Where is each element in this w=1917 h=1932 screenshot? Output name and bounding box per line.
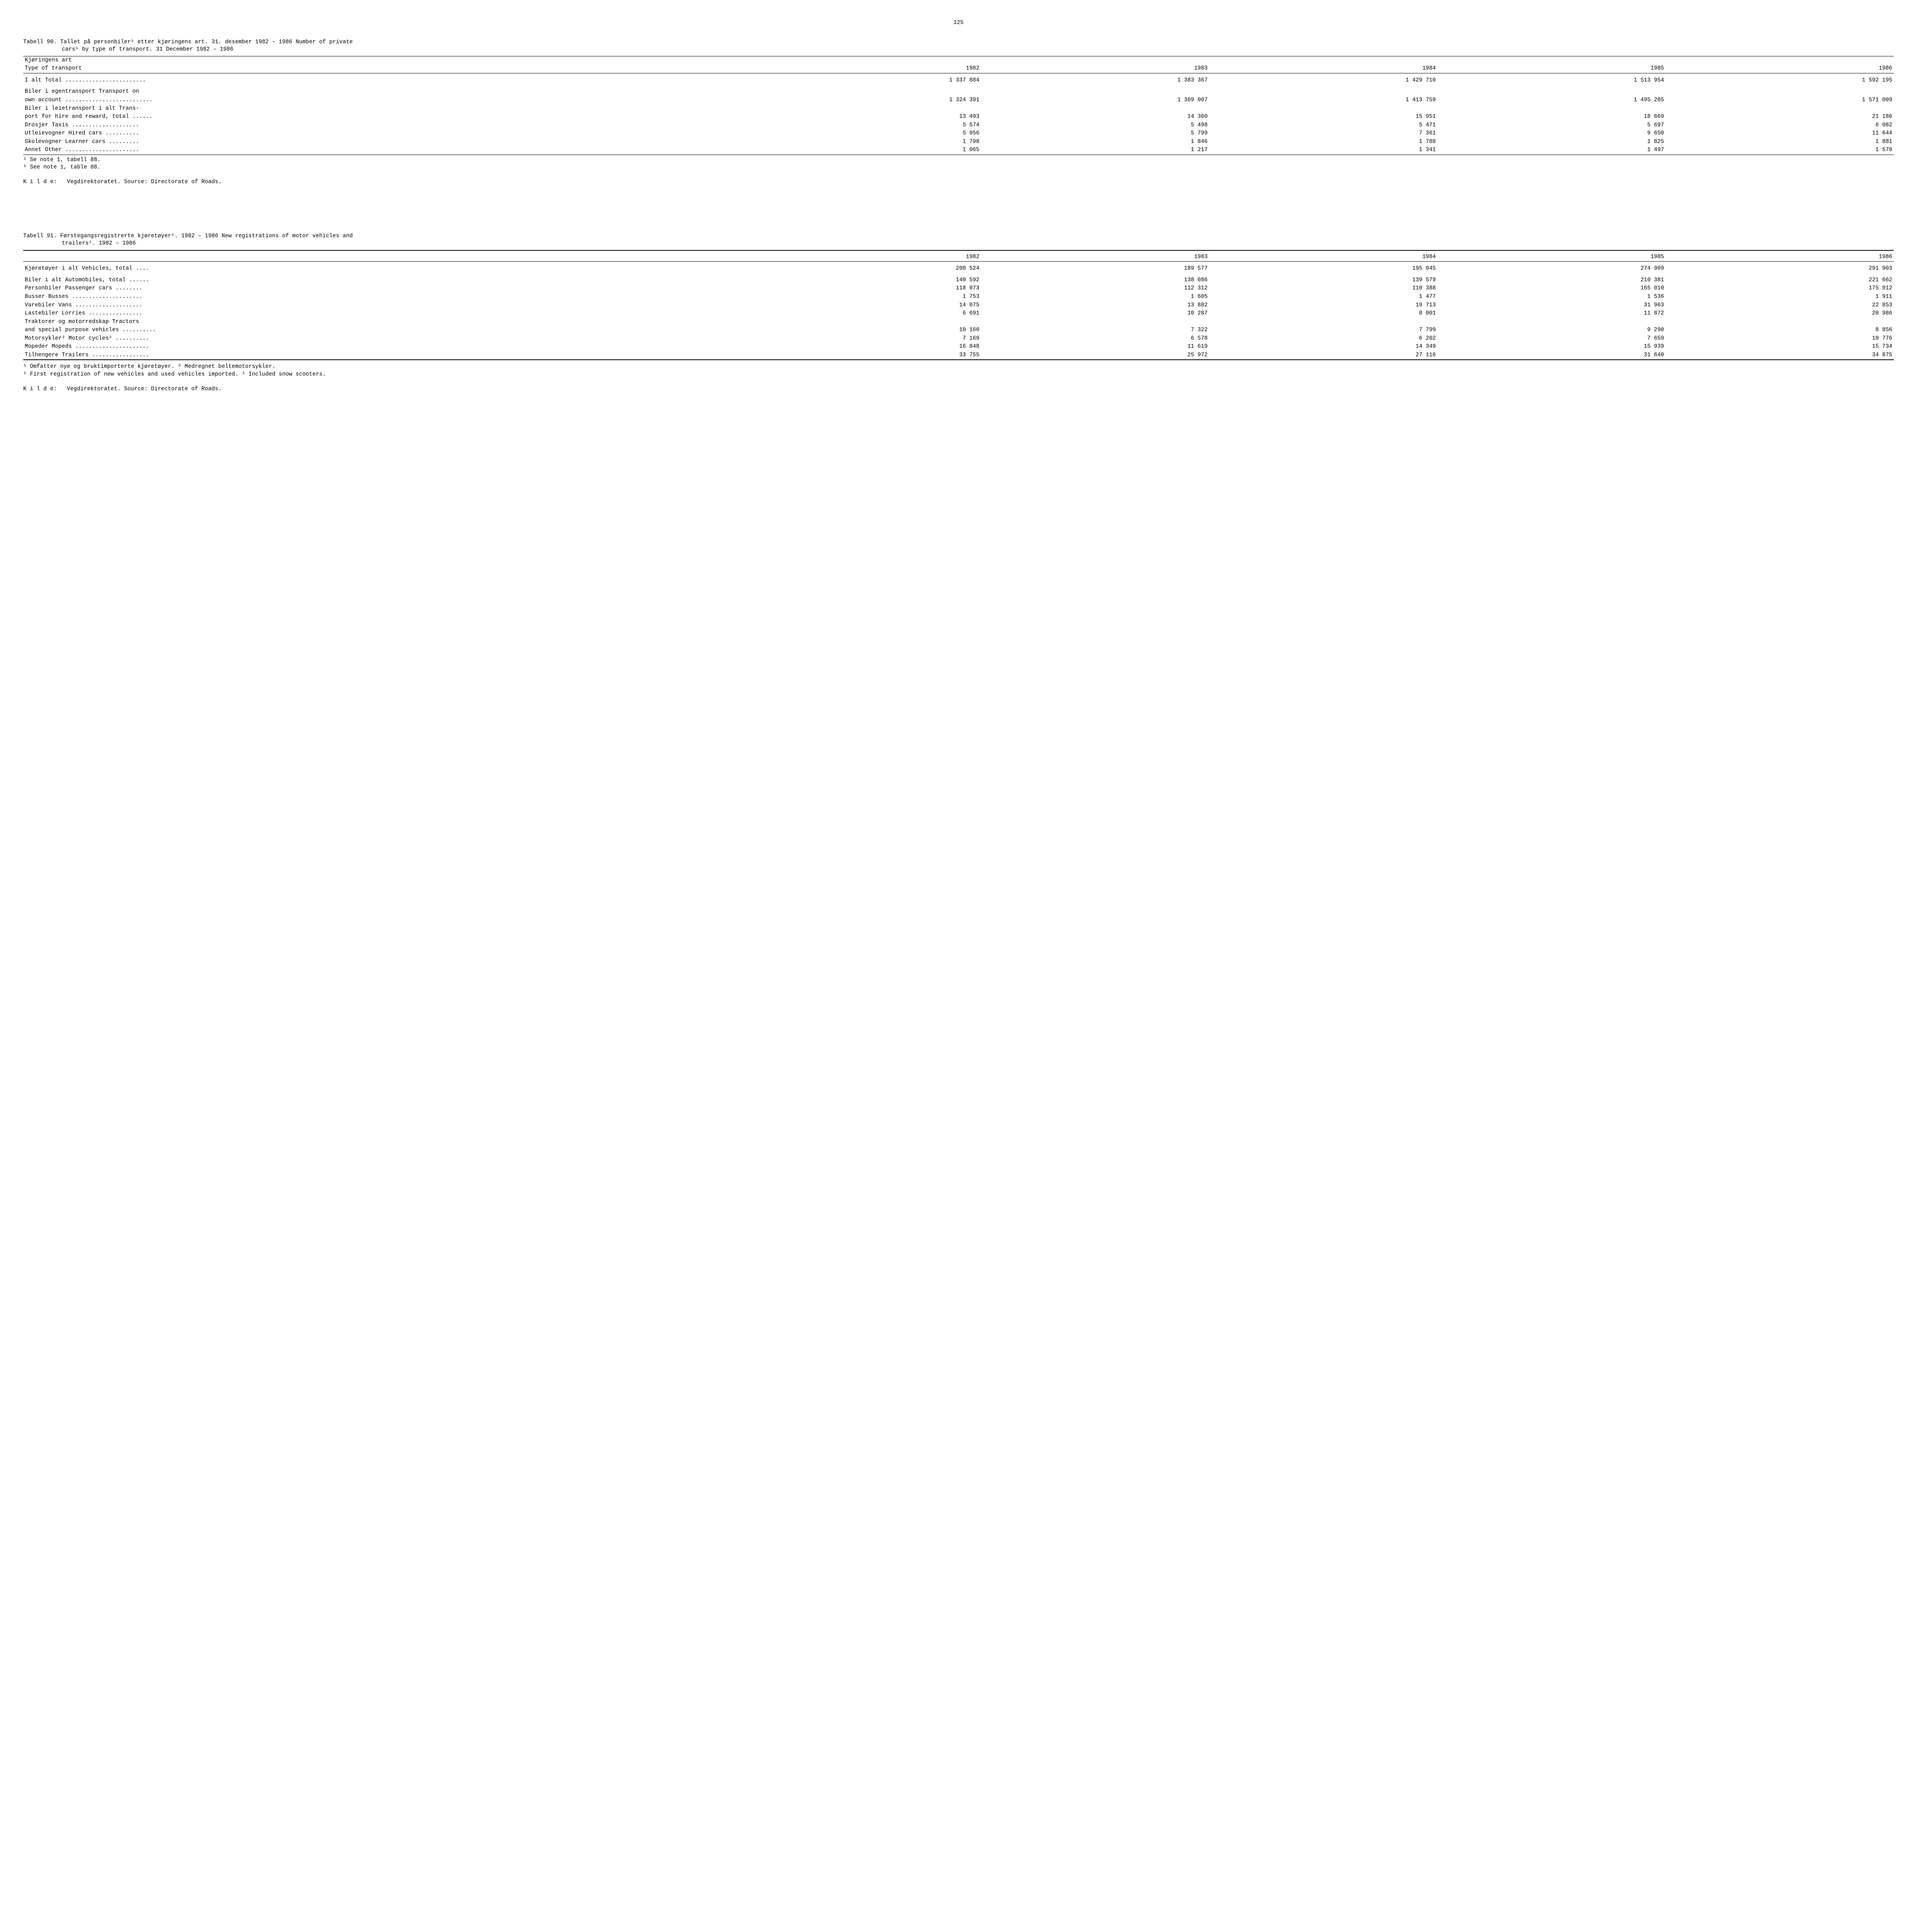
table-row: Biler i alt Automobiles, total ...... 14… bbox=[23, 276, 1894, 285]
table90-source: K i l d e: Vegdirektoratet. Source: Dire… bbox=[23, 179, 1894, 186]
table91-title-line1: Tabell 91. Førstegangsregistrerte kjøret… bbox=[23, 233, 1894, 240]
page-number: 125 bbox=[23, 19, 1894, 27]
table-row: Mopeder Mopeds ...................... 16… bbox=[23, 343, 1894, 351]
table90-header-label2: Type of transport bbox=[23, 65, 753, 73]
table91-title-line2: trailers¹. 1982 – 1986 bbox=[23, 240, 1894, 248]
table90-footnote2: ¹ See note 1, table 88. bbox=[23, 164, 1894, 172]
table-row: Motorsykler² Motor cycles² .......... 7 … bbox=[23, 335, 1894, 343]
table90-title: Tabell 90. Tallet på personbiler¹ etter … bbox=[23, 39, 1894, 54]
table-row: Traktorer og motorredskap Tractors bbox=[23, 318, 1894, 327]
table90-year-3: 1985 bbox=[1437, 65, 1665, 73]
table-row: port for hire and reward, total ...... 1… bbox=[23, 113, 1894, 121]
table91-year-0: 1982 bbox=[753, 253, 981, 262]
table-row: I alt Total ........................ 1 3… bbox=[23, 77, 1894, 85]
table91-year-3: 1985 bbox=[1437, 253, 1665, 262]
table-row: Lastebiler Lorries ................ 6 69… bbox=[23, 310, 1894, 318]
table90-footnotes: ¹ Se note 1, tabell 88. ¹ See note 1, ta… bbox=[23, 156, 1894, 172]
source-label: K i l d e: bbox=[23, 386, 57, 392]
table90-year-0: 1982 bbox=[753, 65, 981, 73]
table-row: Varebiler Vans .................... 14 0… bbox=[23, 301, 1894, 310]
table90-title-line1: Tabell 90. Tallet på personbiler¹ etter … bbox=[23, 39, 1894, 46]
table-row: Biler i egentransport Transport on bbox=[23, 88, 1894, 96]
table90-year-1: 1983 bbox=[981, 65, 1209, 73]
table90-footnote1: ¹ Se note 1, tabell 88. bbox=[23, 156, 1894, 164]
table90-body: I alt Total ........................ 1 3… bbox=[23, 73, 1894, 155]
table91-title: Tabell 91. Førstegangsregistrerte kjøret… bbox=[23, 233, 1894, 248]
table-row: Kjøretøyer i alt Vehicles, total .... 20… bbox=[23, 265, 1894, 273]
table-row: Drosjer Taxis .................... 5 574… bbox=[23, 121, 1894, 130]
table-row: Utleievogner Hired cars .......... 5 056… bbox=[23, 129, 1894, 138]
table91-year-2: 1984 bbox=[1209, 253, 1437, 262]
source-text: Vegdirektoratet. Source: Directorate of … bbox=[67, 179, 221, 185]
table90-title-line2: cars¹ by type of transport. 31 December … bbox=[23, 46, 1894, 54]
table91-footnotes: ¹ Omfatter nye og bruktimporterte kjøret… bbox=[23, 363, 1894, 378]
table-row: Biler i leietransport i alt Trans- bbox=[23, 105, 1894, 113]
table91-body: Kjøretøyer i alt Vehicles, total .... 20… bbox=[23, 262, 1894, 362]
table91-year-4: 1986 bbox=[1665, 253, 1894, 262]
table90-header-label1: Kjøringens art bbox=[23, 56, 753, 65]
table-row: Personbiler Passenger cars ........ 118 … bbox=[23, 284, 1894, 293]
source-text: Vegdirektoratet. Source: Directorate of … bbox=[67, 386, 221, 392]
table-row: and special purpose vehicles .......... … bbox=[23, 326, 1894, 335]
table90: Kjøringens art Type of transport 1982 19… bbox=[23, 56, 1894, 155]
table91-footnote1: ¹ Omfatter nye og bruktimporterte kjøret… bbox=[23, 363, 1894, 371]
table91: 1982 1983 1984 1985 1986 Kjøretøyer i al… bbox=[23, 250, 1894, 362]
table90-year-4: 1986 bbox=[1665, 65, 1894, 73]
table91-year-1: 1983 bbox=[981, 253, 1209, 262]
table-row: Busser Busses ..................... 1 75… bbox=[23, 293, 1894, 301]
table91-footnote2: ¹ First registration of new vehicles and… bbox=[23, 371, 1894, 379]
table-row: own account .......................... 1… bbox=[23, 96, 1894, 105]
table91-source: K i l d e: Vegdirektoratet. Source: Dire… bbox=[23, 386, 1894, 393]
table-row: Skolevogner Learner cars ......... 1 798… bbox=[23, 138, 1894, 146]
table-row: Tilhengere Trailers ................. 33… bbox=[23, 351, 1894, 360]
table90-year-2: 1984 bbox=[1209, 65, 1437, 73]
source-label: K i l d e: bbox=[23, 179, 57, 185]
table-row: Annet Other ...................... 1 065… bbox=[23, 146, 1894, 155]
